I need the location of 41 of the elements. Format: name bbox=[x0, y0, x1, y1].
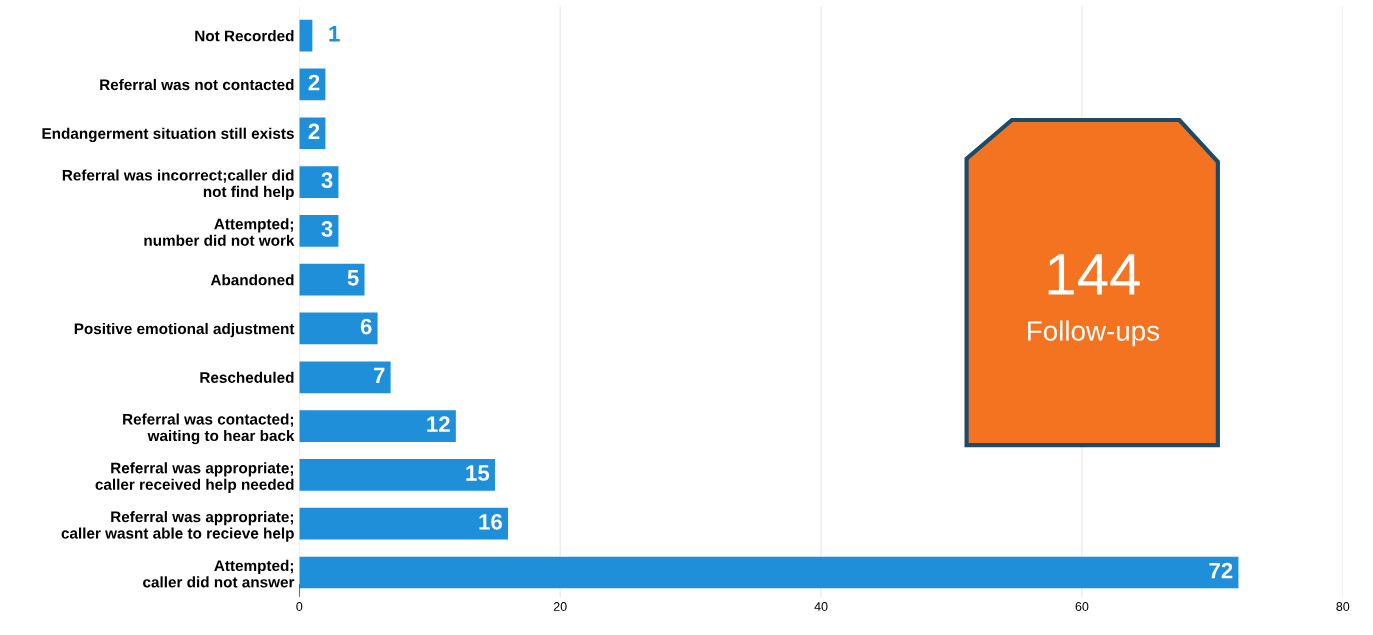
bar bbox=[299, 507, 509, 540]
x-tick-label: 40 bbox=[814, 602, 828, 611]
bar bbox=[299, 556, 1239, 589]
data-label: 16 bbox=[479, 513, 502, 530]
data-label: 2 bbox=[308, 74, 320, 91]
bar bbox=[299, 312, 378, 345]
annotation: 144 bbox=[1048, 254, 1140, 295]
x-tick-label: 60 bbox=[1075, 602, 1089, 611]
y-tick-label: Endangerment situation still exists bbox=[42, 127, 294, 143]
bar bbox=[299, 263, 365, 296]
y-tick-label: Referral was appropriate; caller wasnt able to recieve help bbox=[61, 511, 294, 542]
y-tick-label: Abandoned bbox=[210, 274, 294, 286]
data-label: 2 bbox=[308, 123, 320, 139]
x-tick-label: 20 bbox=[553, 602, 567, 611]
y-tick-label: Referral was not contacted bbox=[100, 78, 294, 91]
bar bbox=[299, 166, 339, 198]
y-tick-label: Not Recorded bbox=[195, 30, 294, 42]
annotation: Follow-ups bbox=[1028, 320, 1160, 347]
data-label: 5 bbox=[347, 270, 359, 286]
y-tick-label: Attempted; caller did not answer bbox=[143, 559, 295, 588]
y-tick-label: Referral was contacted; waiting to hear back bbox=[123, 413, 295, 445]
data-label: 15 bbox=[466, 465, 490, 481]
bar bbox=[299, 361, 391, 394]
bar bbox=[299, 214, 339, 247]
y-tick-label: Referral was appropriate; caller received help needed bbox=[95, 462, 294, 493]
y-tick-label: Positive emotional adjustment bbox=[74, 322, 295, 338]
data-label: 72 bbox=[1209, 562, 1233, 579]
data-label: 12 bbox=[427, 416, 450, 432]
data-label: 6 bbox=[360, 318, 372, 335]
y-tick-label: Rescheduled bbox=[200, 371, 294, 383]
bar bbox=[299, 19, 313, 52]
bar bbox=[299, 410, 456, 442]
y-tick-label: Referral was incorrect;caller did not find help bbox=[62, 169, 294, 201]
bar bbox=[299, 459, 495, 491]
data-label: 3 bbox=[321, 221, 333, 237]
x-tick-label: 0 bbox=[296, 602, 303, 611]
y-tick-label: Attempted; number did not work bbox=[144, 218, 295, 246]
data-label: 3 bbox=[321, 172, 333, 189]
data-label: 1 bbox=[329, 26, 340, 42]
data-label: 7 bbox=[374, 367, 385, 384]
x-tick-label: 80 bbox=[1336, 602, 1350, 611]
